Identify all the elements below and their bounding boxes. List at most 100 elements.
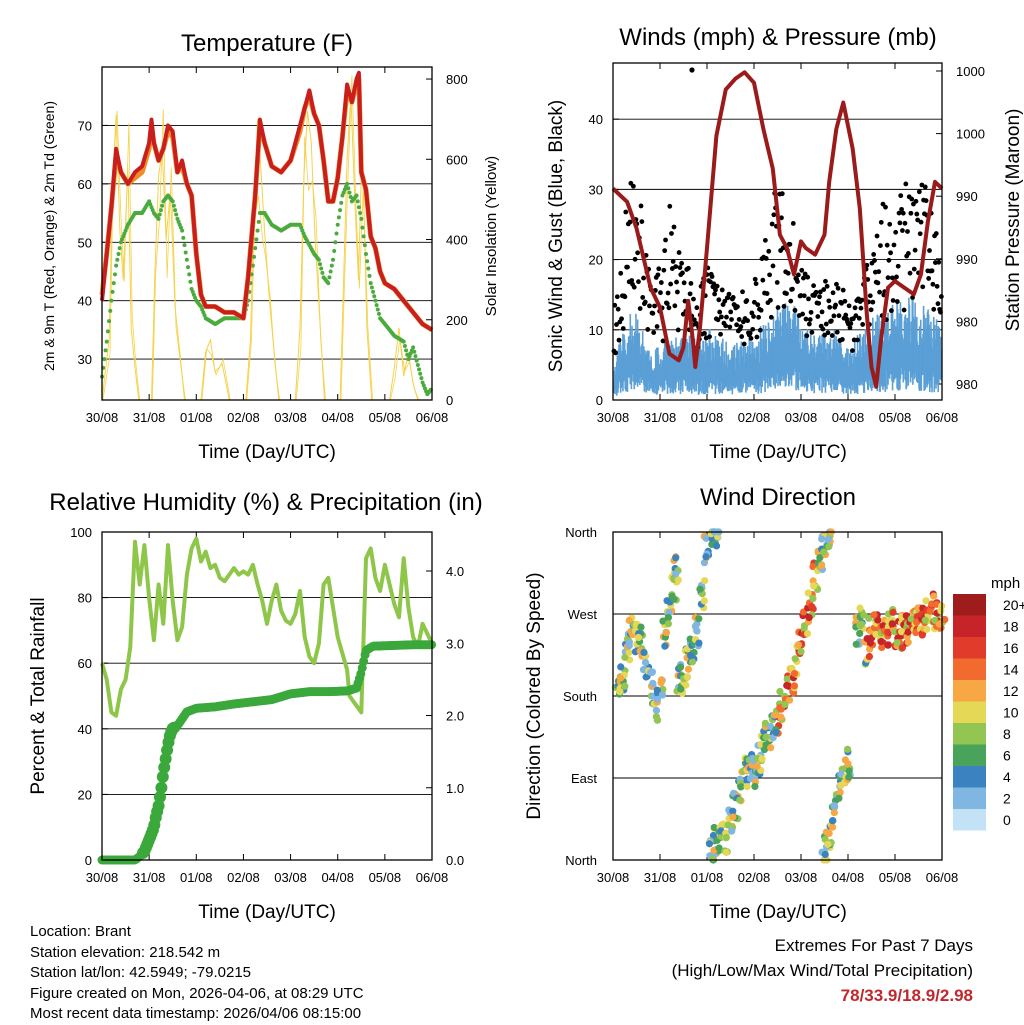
gust-point bbox=[635, 250, 641, 256]
direction-point bbox=[852, 640, 860, 648]
speed-legend-label: 20+ bbox=[1003, 597, 1024, 613]
gust-point bbox=[674, 279, 679, 285]
winds-xtick-label: 31/08 bbox=[644, 410, 677, 425]
temperature-ylabel: 2m & 9m T (Red, Orange) & 2m Td (Green) bbox=[41, 101, 57, 371]
temperature-y2tick-label: 200 bbox=[446, 313, 468, 328]
dewpoint-point bbox=[326, 281, 331, 286]
dewpoint-point bbox=[401, 339, 406, 344]
gust-point bbox=[936, 259, 942, 265]
gust-point bbox=[807, 317, 813, 322]
gust-point bbox=[902, 220, 908, 226]
direction-point bbox=[621, 653, 629, 661]
direction-point bbox=[712, 542, 721, 550]
gust-point bbox=[801, 275, 806, 281]
direction-point bbox=[791, 655, 799, 663]
dewpoint-point bbox=[373, 298, 378, 303]
direction-frame bbox=[612, 531, 943, 861]
gust-point bbox=[645, 327, 651, 332]
dewpoint-point bbox=[320, 270, 325, 275]
gust-point bbox=[685, 265, 691, 271]
speed-legend-swatch bbox=[953, 787, 986, 809]
direction-point bbox=[705, 840, 714, 848]
gust-point bbox=[754, 334, 760, 340]
winds-xtick-label: 06/08 bbox=[926, 410, 959, 425]
direction-point bbox=[762, 733, 770, 741]
gust-point bbox=[923, 198, 929, 204]
dewpoint-point bbox=[360, 225, 365, 230]
gust-point bbox=[905, 229, 910, 234]
gust-point bbox=[652, 303, 657, 309]
gust-point bbox=[897, 220, 903, 226]
direction-point bbox=[808, 603, 816, 611]
direction-point bbox=[672, 570, 680, 578]
dewpoint-point bbox=[157, 212, 162, 217]
speed-legend-label: 4 bbox=[1003, 769, 1011, 785]
dewpoint-point bbox=[256, 219, 261, 224]
direction-point bbox=[702, 553, 710, 561]
gust-point bbox=[887, 221, 893, 227]
gust-point bbox=[891, 242, 897, 248]
direction-point bbox=[659, 617, 667, 625]
dewpoint-point bbox=[402, 343, 407, 348]
gust-point bbox=[728, 309, 734, 315]
direction-point bbox=[634, 633, 643, 642]
direction-point bbox=[776, 687, 784, 696]
direction-point bbox=[865, 652, 874, 661]
gust-point bbox=[848, 321, 854, 327]
extremes-subtitle: (High/Low/Max Wind/Total Precipitation) bbox=[671, 961, 973, 980]
dewpoint-point bbox=[366, 266, 371, 271]
temperature-ytick-label: 50 bbox=[78, 235, 92, 250]
gust-point bbox=[918, 219, 924, 225]
dewpoint-point bbox=[358, 211, 363, 216]
gust-point bbox=[872, 258, 877, 263]
dewpoint-point bbox=[376, 311, 381, 316]
gust-point bbox=[900, 210, 906, 216]
gust-point bbox=[723, 323, 729, 329]
direction-xtick-label: 01/08 bbox=[691, 870, 724, 885]
gust-point bbox=[622, 294, 628, 300]
gust-point bbox=[651, 330, 657, 335]
winds-title: Winds (mph) & Pressure (mb) bbox=[619, 24, 936, 51]
gust-point bbox=[638, 203, 644, 209]
gust-point bbox=[766, 248, 772, 254]
dewpoint-point bbox=[110, 289, 115, 294]
gust-point bbox=[826, 298, 832, 304]
gust-point bbox=[878, 219, 884, 225]
direction-point bbox=[688, 658, 697, 666]
winds-ytick-label: 10 bbox=[589, 323, 603, 338]
gust-point bbox=[884, 242, 890, 248]
gust-point bbox=[922, 184, 928, 190]
extremes-box: Extremes For Past 7 Days (High/Low/Max W… bbox=[672, 933, 973, 1008]
gust-point bbox=[871, 252, 877, 257]
gust-point bbox=[736, 317, 742, 322]
dewpoint-point bbox=[170, 199, 175, 204]
direction-point bbox=[935, 620, 943, 628]
direction-point bbox=[664, 613, 673, 622]
speed-legend-swatch bbox=[953, 701, 986, 723]
gust-point bbox=[702, 330, 707, 336]
gust-point bbox=[665, 290, 671, 296]
precip-point bbox=[156, 770, 169, 783]
gust-point bbox=[908, 210, 914, 216]
dewpoint-point bbox=[158, 208, 163, 213]
temperature-xtick-label: 06/08 bbox=[416, 410, 449, 425]
gust-point bbox=[893, 229, 899, 235]
gust-point bbox=[654, 324, 660, 329]
humidity-ytick-label: 0 bbox=[85, 853, 92, 868]
gust-point bbox=[822, 332, 827, 338]
direction-point bbox=[816, 554, 824, 562]
direction-ylabel: Direction (Colored By Speed) bbox=[524, 572, 545, 819]
direction-ytick-label: West bbox=[568, 607, 598, 622]
dewpoint-point bbox=[418, 371, 423, 376]
gust-point bbox=[688, 281, 694, 286]
direction-point bbox=[893, 639, 901, 647]
direction-point bbox=[625, 648, 633, 656]
gust-point bbox=[860, 322, 866, 327]
direction-point bbox=[844, 760, 852, 768]
dewpoint-point bbox=[105, 329, 110, 334]
temperature-ytick-label: 60 bbox=[78, 177, 92, 192]
gust-point bbox=[779, 191, 785, 197]
direction-point bbox=[781, 700, 789, 709]
direction-point bbox=[677, 685, 685, 693]
winds-xtick-label: 04/08 bbox=[832, 410, 865, 425]
